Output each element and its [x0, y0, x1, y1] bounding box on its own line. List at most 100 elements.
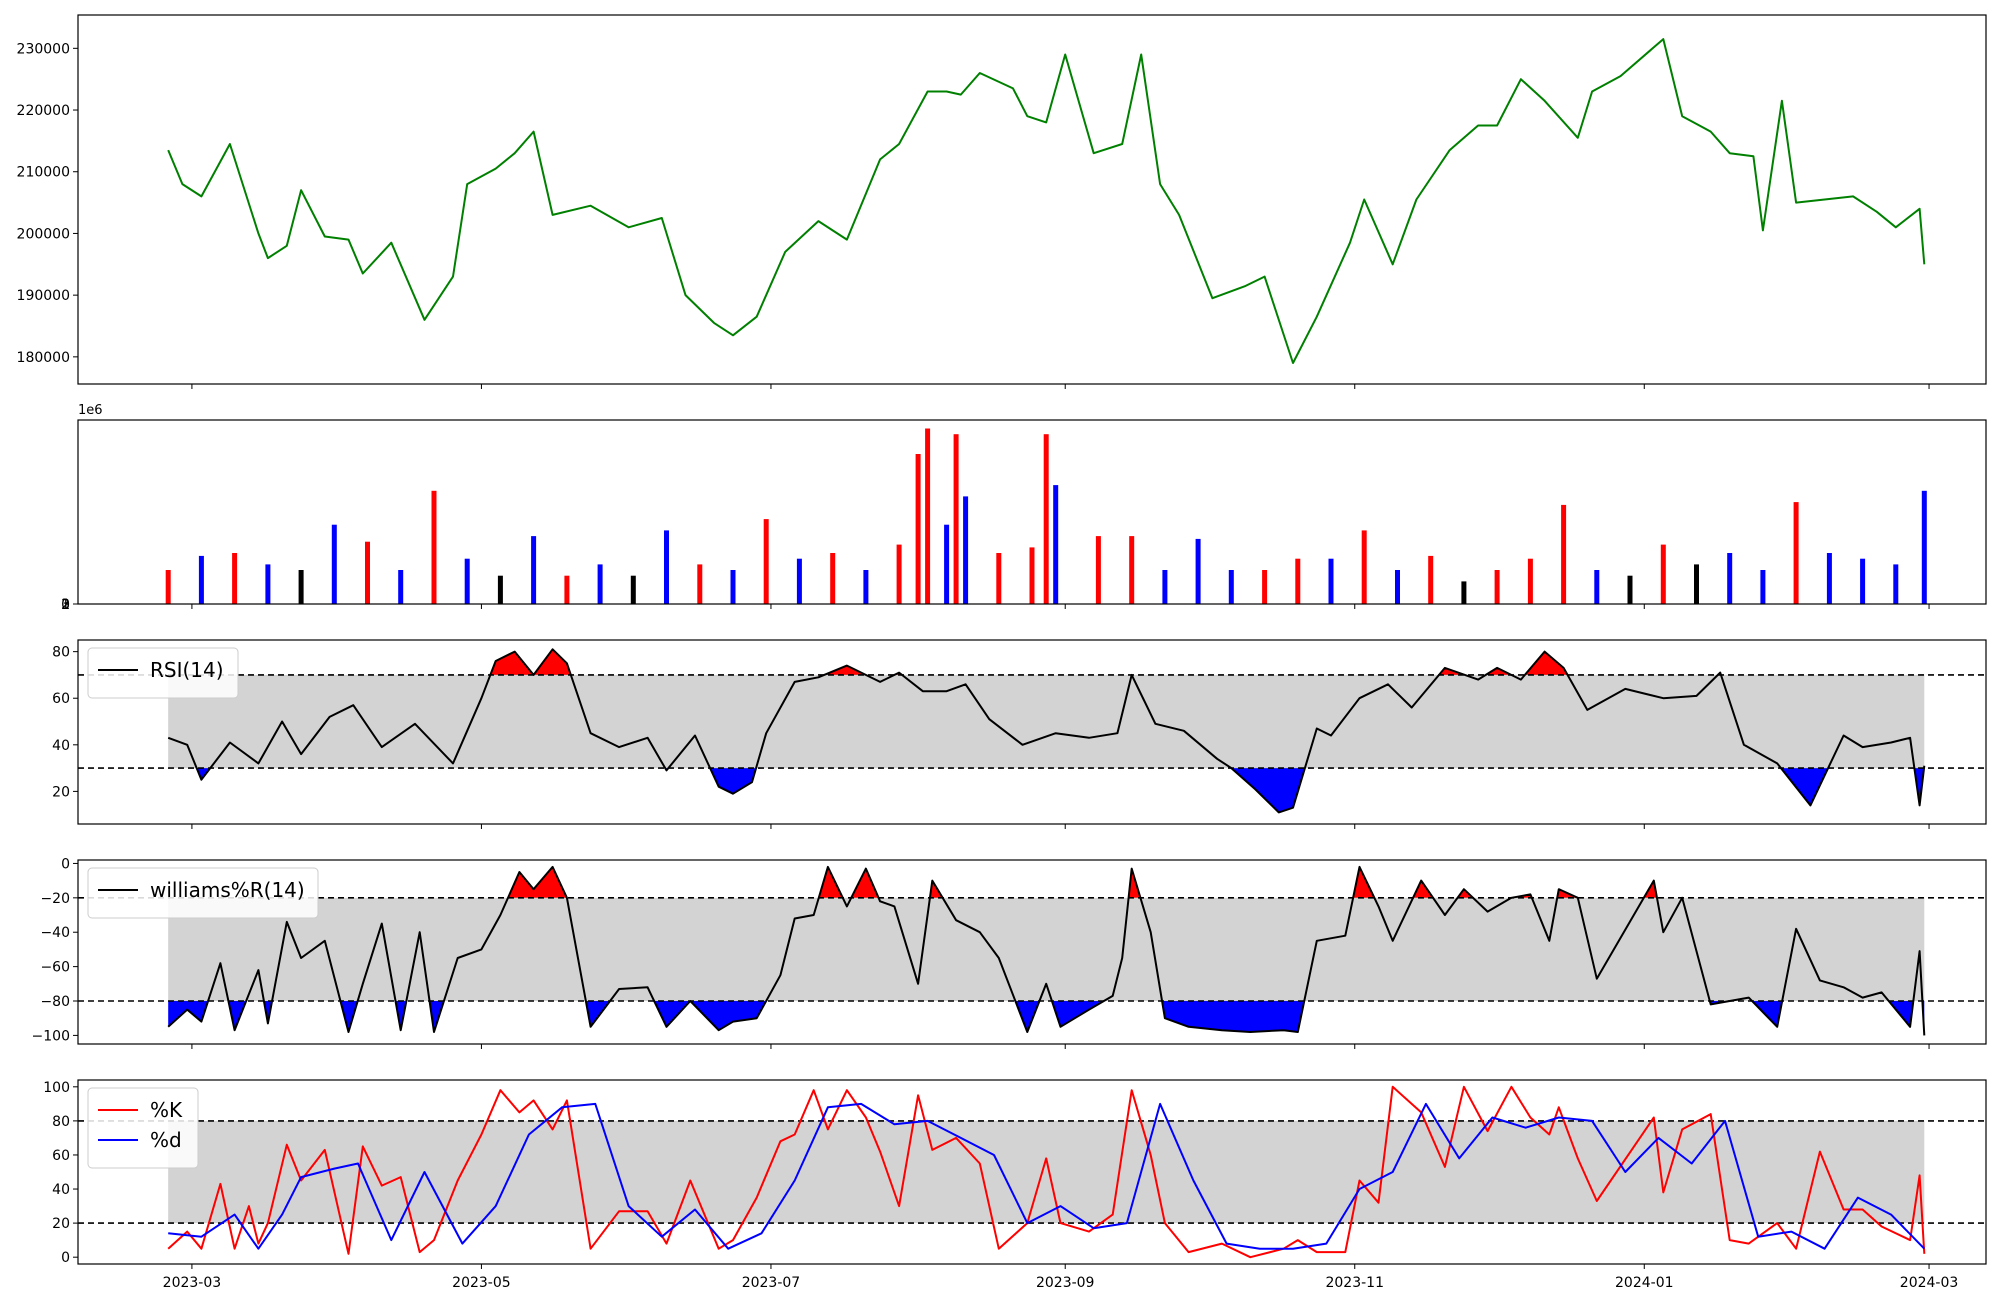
overbought-fill: [533, 649, 571, 675]
legend-label: %d: [150, 1128, 182, 1152]
overbought-fill: [1524, 651, 1568, 675]
volume-bar: [1428, 555, 1434, 604]
volume-bar: [796, 558, 802, 604]
volume-bar: [953, 434, 959, 604]
xtick-label: 2023-11: [1325, 1275, 1384, 1291]
indicator-series-line: [168, 1102, 1926, 1250]
indicator-ytick-label: 40: [52, 1182, 70, 1198]
volume-bar: [1129, 536, 1135, 604]
oversold-fill: [340, 1001, 358, 1032]
indicator-ytick-label: 80: [52, 1114, 70, 1130]
volume-bar: [564, 575, 570, 604]
volume-bar: [232, 553, 238, 604]
volume-bar: [1527, 558, 1533, 604]
overbought-fill: [818, 866, 843, 898]
volume-bar: [1195, 538, 1201, 604]
price-ytick-label: 180000: [17, 350, 70, 366]
oversold-fill: [168, 1001, 209, 1027]
oversold-fill: [654, 1001, 691, 1027]
price-ytick-label: 230000: [17, 41, 70, 57]
legend-box: [87, 1087, 199, 1169]
volume-bar: [298, 570, 304, 604]
indicator-series-line: [167, 648, 1926, 814]
price-ytick-label: 220000: [17, 103, 70, 119]
overbought-fill: [1485, 667, 1512, 675]
volume-bar: [531, 536, 537, 604]
indicator-ytick-label: −20: [40, 891, 70, 907]
oversold-fill: [263, 1001, 272, 1024]
volume-scale-note: 1e6: [78, 403, 103, 418]
indicator-ytick-label: 20: [52, 784, 70, 800]
overbought-fill: [508, 866, 567, 898]
xtick-label: 2023-09: [1036, 1275, 1095, 1291]
indicator-ytick-label: 20: [52, 1216, 70, 1232]
volume-bar: [1694, 564, 1699, 604]
volume-bar: [331, 524, 337, 604]
oversold-fill: [1162, 1001, 1305, 1032]
volume-bar: [165, 570, 171, 604]
volume-bar: [365, 541, 370, 604]
volume-bar: [1561, 504, 1567, 604]
volume-bar: [431, 490, 437, 604]
indicator-ytick-label: −40: [40, 925, 70, 941]
volume-bar: [464, 558, 470, 604]
oversold-fill: [395, 1001, 407, 1031]
volume-bar: [996, 553, 1002, 604]
legend-label: RSI(14): [150, 658, 224, 682]
volume-bar: [925, 428, 931, 604]
volume-bar: [697, 564, 703, 604]
volume-bar: [963, 496, 969, 604]
volume-bar: [1760, 570, 1766, 604]
volume-bar: [1461, 581, 1467, 604]
axes-frame: [77, 859, 1987, 1045]
volume-bar: [1826, 553, 1832, 604]
volume-bar: [1860, 558, 1866, 604]
volume-bar: [730, 570, 736, 604]
indicator-ytick-label: 0: [61, 1250, 70, 1266]
xtick-label: 2023-05: [452, 1275, 511, 1291]
oversold-fill: [1015, 1001, 1040, 1032]
volume-bar: [1494, 570, 1500, 604]
volume-bar: [896, 544, 902, 604]
volume-bar: [1029, 547, 1035, 604]
price-ytick-label: 190000: [17, 288, 70, 304]
oversold-fill: [1231, 768, 1305, 813]
volume-bar: [1660, 544, 1666, 604]
volume-bar: [1262, 570, 1268, 604]
price-series-line: [167, 38, 1926, 364]
indicator-ytick-label: 0: [61, 856, 70, 872]
volume-bar: [944, 524, 950, 604]
indicator-ytick-label: 80: [52, 645, 70, 661]
axes-frame: [77, 1079, 1987, 1265]
volume-bar: [1727, 553, 1733, 604]
xtick-label: 2024-03: [1900, 1275, 1959, 1291]
price-ytick-label: 200000: [17, 226, 70, 242]
volume-ytick-label: 3: [61, 597, 70, 613]
overbought-fill: [1413, 880, 1434, 898]
volume-bar: [863, 570, 869, 604]
volume-bar: [1793, 502, 1799, 604]
volume-bar: [265, 564, 271, 604]
volume-ytick-label: 0: [61, 597, 70, 613]
xtick-label: 2023-07: [742, 1275, 801, 1291]
indicator-ytick-label: 60: [52, 691, 70, 707]
neutral-band: [168, 674, 1925, 769]
volume-bar: [1043, 434, 1049, 604]
axes-frame: [77, 14, 1987, 385]
xtick-label: 2024-01: [1615, 1275, 1674, 1291]
indicator-ytick-label: 100: [43, 1080, 70, 1096]
volume-bar: [497, 575, 503, 604]
legend-label: %K: [150, 1098, 183, 1122]
oversold-fill: [690, 1001, 767, 1031]
overbought-fill: [824, 665, 866, 675]
legend-label: williams%R(14): [150, 878, 305, 902]
volume-ytick-label: 2: [61, 597, 70, 613]
neutral-band: [168, 1120, 1925, 1224]
volume-bar: [398, 570, 404, 604]
volume-bar: [830, 553, 836, 604]
volume-bar: [1162, 570, 1168, 604]
volume-bar: [1395, 570, 1400, 604]
oversold-fill: [1914, 768, 1924, 806]
indicator-ytick-label: 40: [52, 738, 70, 754]
